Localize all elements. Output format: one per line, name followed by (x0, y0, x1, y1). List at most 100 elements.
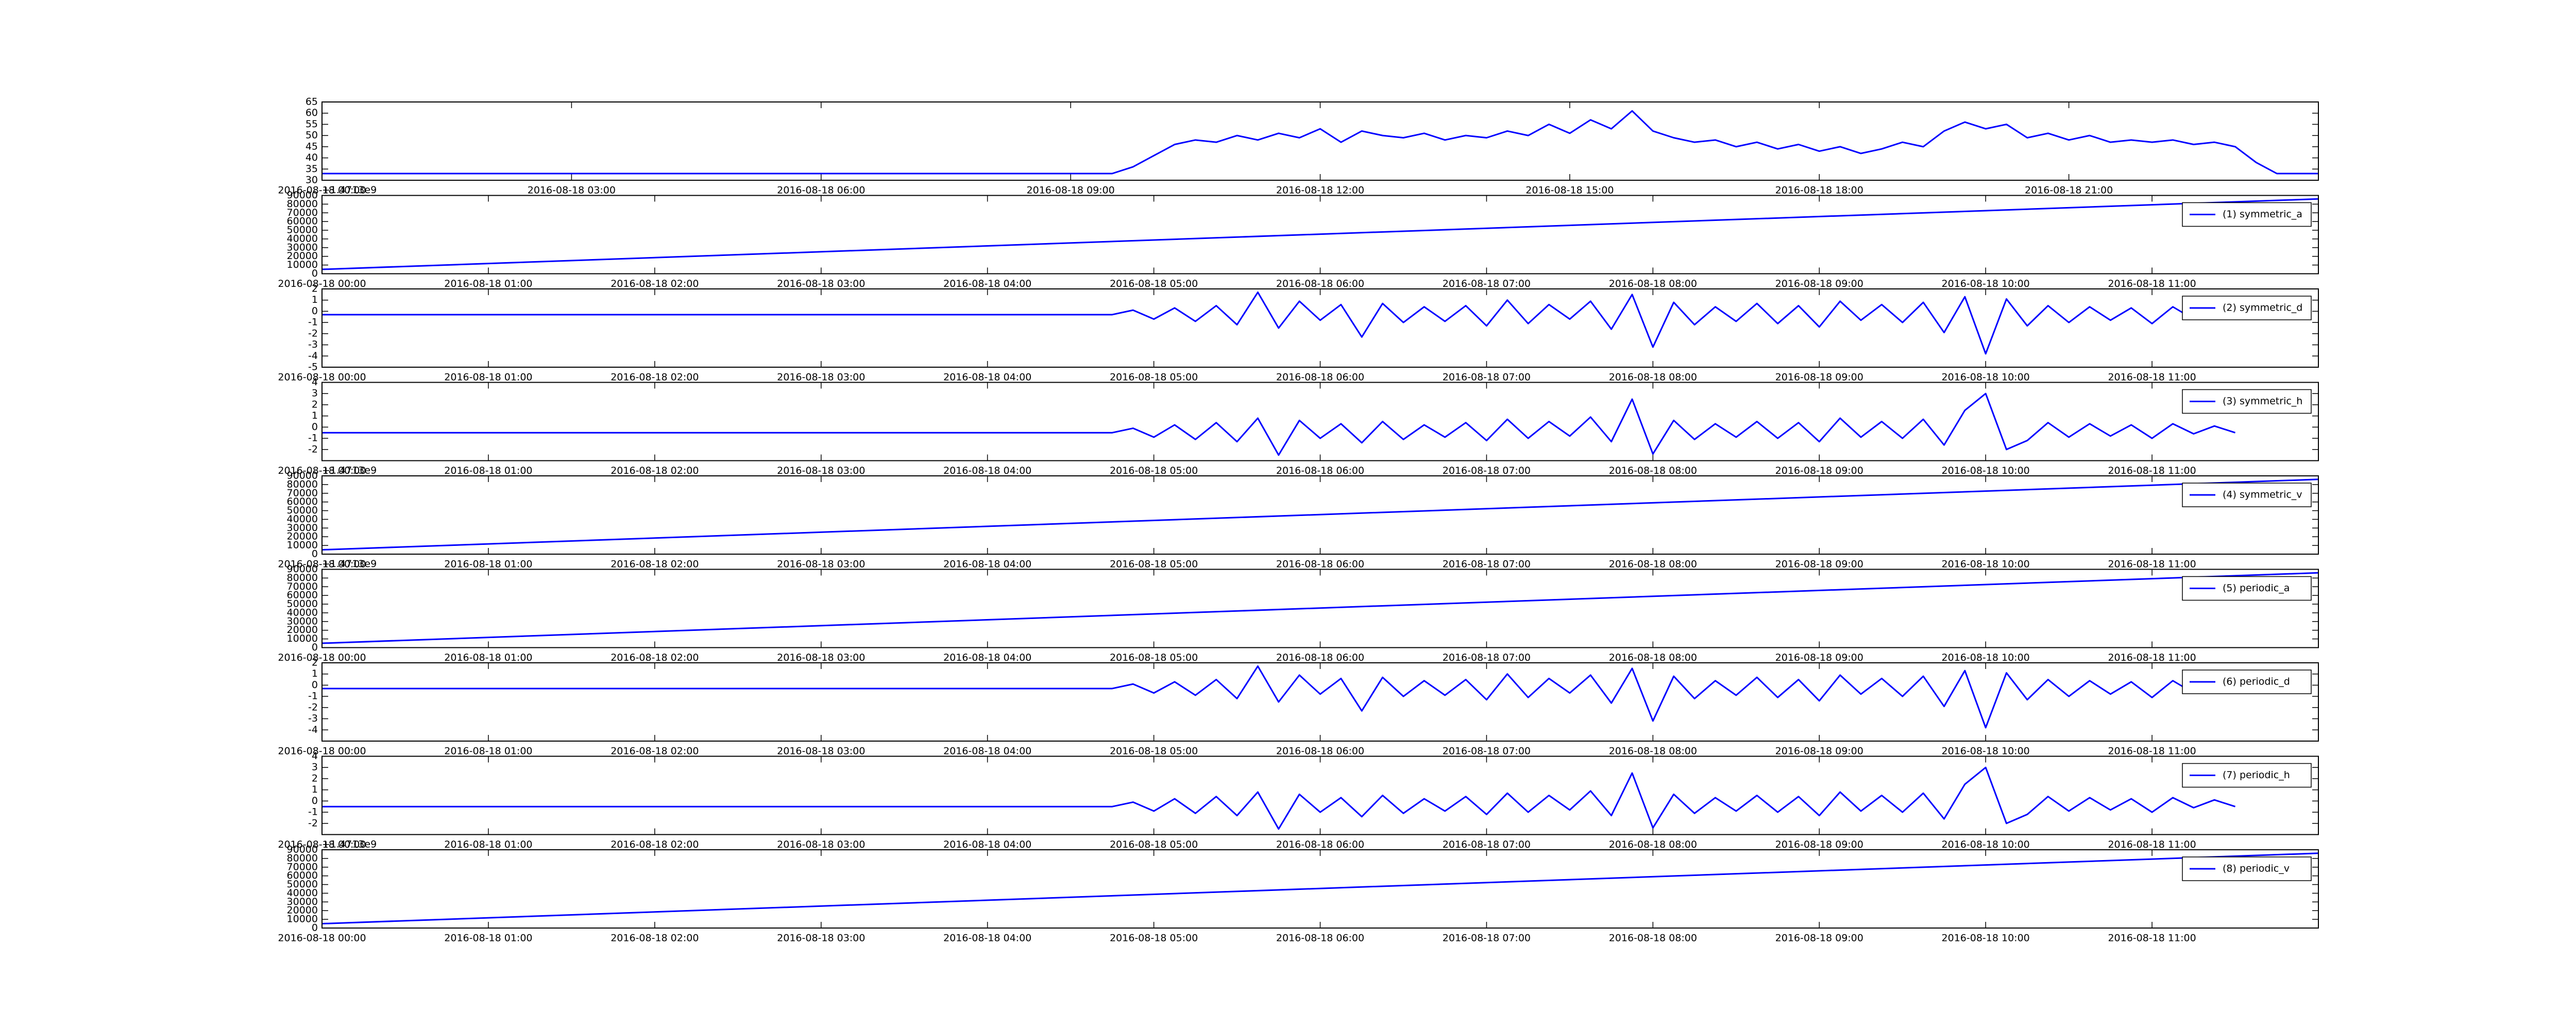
x-tick-label: 2016-08-18 06:00 (1276, 559, 1364, 570)
y-tick-label: 2 (312, 772, 318, 784)
y-tick-label: 3 (312, 762, 318, 773)
y-tick-label: 0 (312, 679, 318, 691)
x-tick-label: 2016-08-18 02:00 (611, 839, 699, 850)
axes-frame (321, 569, 2319, 648)
x-tick-label: 2016-08-18 03:00 (777, 839, 865, 850)
y-tick-label: 20000 (287, 250, 318, 262)
x-tick-label: 2016-08-18 08:00 (1609, 278, 1697, 289)
x-tick-label: 2016-08-18 01:00 (444, 746, 532, 757)
y-tick-label: -2 (308, 817, 318, 829)
x-tick-label: 2016-08-18 09:00 (1775, 652, 1863, 663)
x-tick-label: 2016-08-18 05:00 (1110, 278, 1198, 289)
y-tick-label: -2 (308, 701, 318, 713)
x-tick-label: 2016-08-18 10:00 (1942, 278, 2030, 289)
x-tick-label: 2016-08-18 00:00 (278, 465, 366, 476)
x-tick-label: 2016-08-18 08:00 (1609, 465, 1697, 476)
x-tick-label: 2016-08-18 05:00 (1110, 559, 1198, 570)
x-tick-label: 2016-08-18 09:00 (1775, 278, 1863, 289)
x-tick-label: 2016-08-18 06:00 (1276, 465, 1364, 476)
x-tick-label: 2016-08-18 02:00 (611, 746, 699, 757)
x-tick-label: 2016-08-18 02:00 (611, 559, 699, 570)
y-tick-label: 3 (312, 388, 318, 399)
y-tick-label: 10000 (287, 540, 318, 551)
data-line (322, 478, 2318, 551)
x-tick-label: 2016-08-18 10:00 (1942, 559, 2030, 570)
x-tick-label: 2016-08-18 01:00 (444, 465, 532, 476)
axes-frame (321, 849, 2319, 929)
y-tick-label: -2 (308, 443, 318, 455)
x-tick-label: 2016-08-18 06:00 (1276, 839, 1364, 850)
data-line (322, 110, 2318, 175)
x-tick-label: 2016-08-18 03:00 (777, 559, 865, 570)
data-line (322, 766, 2236, 830)
x-tick-label: 2016-08-18 06:00 (1276, 652, 1364, 663)
x-tick-label: 2016-08-18 07:00 (1443, 652, 1531, 663)
y-tick-label: 40000 (287, 887, 318, 899)
x-tick-label: 2016-08-18 06:00 (1276, 278, 1364, 289)
x-tick-label: 2016-08-18 03:00 (777, 372, 865, 383)
data-line (322, 198, 2318, 270)
y-tick-label: 20000 (287, 624, 318, 636)
x-tick-label: 2016-08-18 03:00 (777, 746, 865, 757)
y-tick-label: 65 (306, 96, 318, 108)
y-tick-label: 90000 (287, 190, 318, 201)
y-tick-label: 55 (306, 118, 318, 130)
x-tick-label: 2016-08-18 00:00 (278, 652, 366, 663)
y-tick-label: -2 (308, 328, 318, 339)
y-tick-label: 70000 (287, 207, 318, 218)
y-tick-label: 50 (306, 130, 318, 141)
x-tick-label: 2016-08-18 08:00 (1609, 839, 1697, 850)
y-tick-label: 60 (306, 107, 318, 118)
y-tick-label: 2 (312, 283, 318, 295)
subplot: 0100002000030000400005000060000700008000… (278, 465, 2319, 570)
x-tick-label: 2016-08-18 07:00 (1443, 839, 1531, 850)
x-tick-label: 2016-08-18 00:00 (278, 559, 366, 570)
data-line (322, 665, 2236, 729)
x-tick-label: 2016-08-18 00:00 (278, 746, 366, 757)
y-tick-label: -4 (308, 350, 318, 362)
offset-text: +1.4713e9 (322, 558, 377, 570)
offset-text: +1.4713e9 (322, 465, 377, 476)
data-line (322, 291, 2236, 355)
x-tick-label: 2016-08-18 11:00 (2108, 839, 2196, 850)
x-tick-label: 2016-08-18 05:00 (1110, 746, 1198, 757)
y-tick-label: 1 (312, 784, 318, 795)
x-tick-label: 2016-08-18 12:00 (1276, 185, 1364, 196)
x-tick-label: 2016-08-18 00:00 (278, 372, 366, 383)
y-tick-label: 80000 (287, 852, 318, 864)
x-tick-label: 2016-08-18 04:00 (943, 559, 1031, 570)
x-tick-label: 2016-08-18 11:00 (2108, 652, 2196, 663)
y-tick-label: 30000 (287, 522, 318, 534)
x-tick-label: 2016-08-18 10:00 (1942, 933, 2030, 944)
y-tick-label: 20000 (287, 531, 318, 542)
x-tick-label: 2016-08-18 10:00 (1942, 746, 2030, 757)
x-tick-label: 2016-08-18 11:00 (2108, 278, 2196, 289)
x-tick-label: 2016-08-18 05:00 (1110, 465, 1198, 476)
x-tick-label: 2016-08-18 05:00 (1110, 652, 1198, 663)
legend-label: (5) periodic_a (2223, 582, 2290, 594)
y-tick-label: 70000 (287, 487, 318, 499)
legend-label: (8) periodic_v (2223, 863, 2290, 874)
x-tick-label: 2016-08-18 00:00 (278, 185, 366, 196)
y-tick-label: 80000 (287, 572, 318, 583)
x-tick-label: 2016-08-18 04:00 (943, 933, 1031, 944)
offset-text: +1.4713e9 (322, 184, 377, 196)
y-tick-label: 20000 (287, 905, 318, 916)
legend-label: (4) symmetric_v (2223, 489, 2302, 501)
legend-label: (3) symmetric_h (2223, 396, 2302, 407)
x-tick-label: 2016-08-18 09:00 (1775, 372, 1863, 383)
y-tick-label: 90000 (287, 470, 318, 482)
y-tick-label: -1 (308, 317, 318, 328)
y-tick-label: 40000 (287, 607, 318, 618)
data-line (322, 392, 2236, 456)
x-tick-label: 2016-08-18 09:00 (1775, 933, 1863, 944)
y-tick-label: 0 (312, 268, 318, 279)
x-tick-label: 2016-08-18 10:00 (1942, 372, 2030, 383)
x-tick-label: 2016-08-18 02:00 (611, 933, 699, 944)
y-tick-label: 4 (312, 750, 318, 762)
